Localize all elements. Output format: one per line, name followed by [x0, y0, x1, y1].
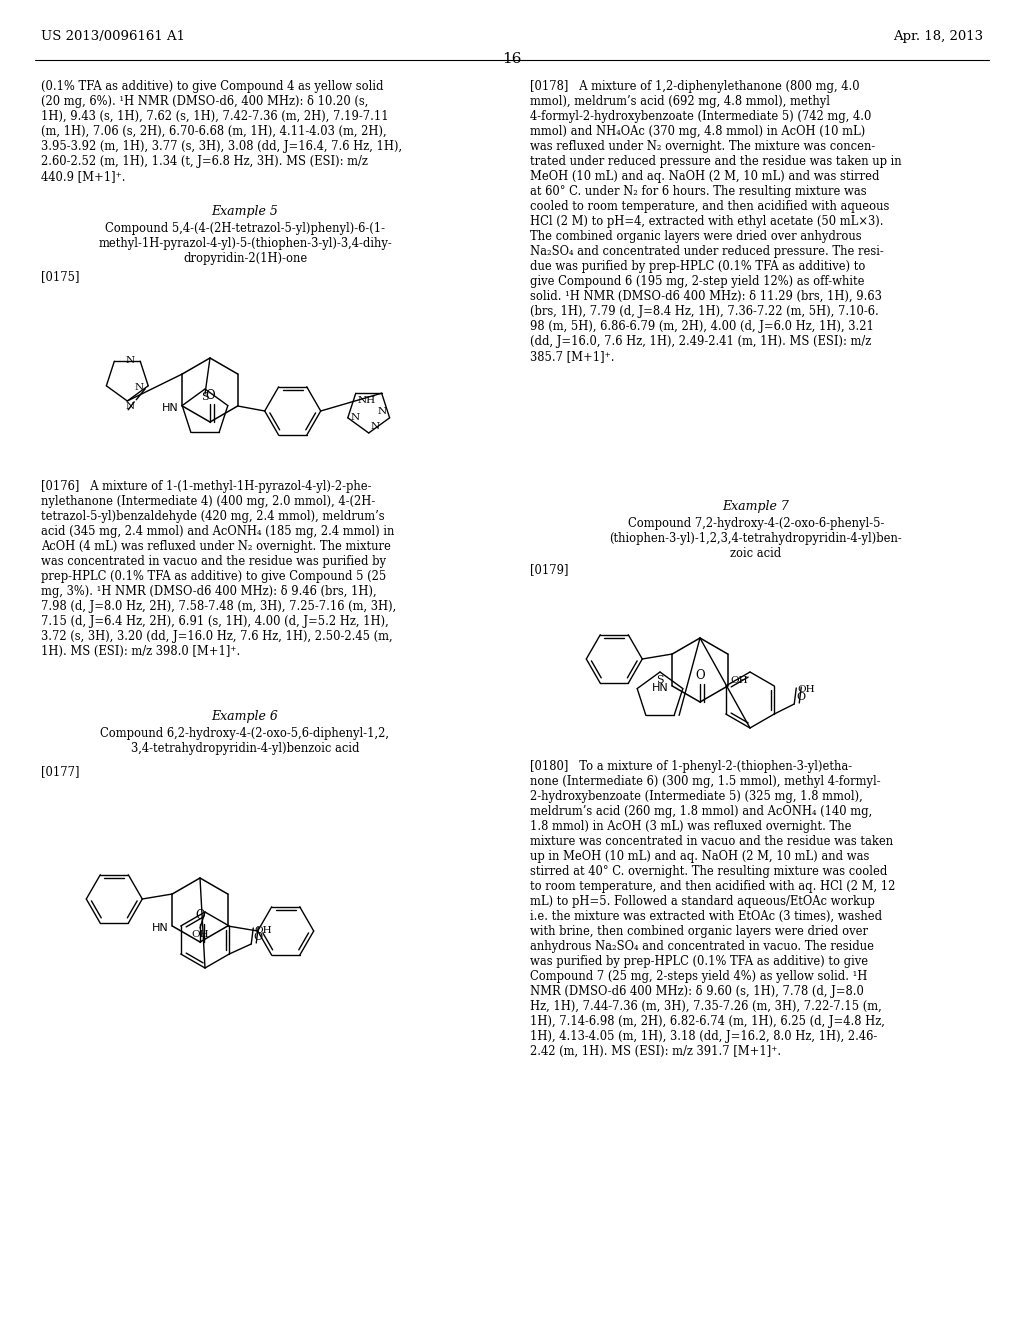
Text: [0180]   To a mixture of 1-phenyl-2-(thiophen-3-yl)etha-
none (Intermediate 6) (: [0180] To a mixture of 1-phenyl-2-(thiop…	[530, 760, 895, 1059]
Text: N: N	[125, 401, 134, 411]
Text: Example 7: Example 7	[723, 500, 790, 513]
Text: Apr. 18, 2013: Apr. 18, 2013	[893, 30, 983, 44]
Text: (0.1% TFA as additive) to give Compound 4 as yellow solid
(20 mg, 6%). ¹H NMR (D: (0.1% TFA as additive) to give Compound …	[41, 81, 402, 183]
Text: [0175]: [0175]	[41, 271, 80, 282]
Text: HN: HN	[162, 403, 178, 413]
Text: OH: OH	[191, 931, 209, 939]
Text: 16: 16	[502, 51, 522, 66]
Text: Compound 7,2-hydroxy-4-(2-oxo-6-phenyl-5-
(thiophen-3-yl)-1,2,3,4-tetrahydropyri: Compound 7,2-hydroxy-4-(2-oxo-6-phenyl-5…	[609, 517, 902, 560]
Text: HN: HN	[152, 923, 168, 933]
Text: [0176]   A mixture of 1-(1-methyl-1H-pyrazol-4-yl)-2-phe-
nylethanone (Intermedi: [0176] A mixture of 1-(1-methyl-1H-pyraz…	[41, 480, 396, 657]
Text: NH: NH	[357, 396, 376, 405]
Text: Compound 5,4-(4-(2H-tetrazol-5-yl)phenyl)-6-(1-
methyl-1H-pyrazol-4-yl)-5-(thiop: Compound 5,4-(4-(2H-tetrazol-5-yl)phenyl…	[98, 222, 392, 265]
Text: N: N	[125, 355, 134, 364]
Text: OH: OH	[254, 927, 272, 935]
Text: HN: HN	[651, 682, 669, 693]
Text: Example 6: Example 6	[212, 710, 279, 723]
Text: N: N	[134, 383, 143, 392]
Text: N: N	[371, 422, 380, 432]
Text: O: O	[695, 669, 705, 682]
Text: O: O	[196, 909, 205, 921]
Text: OH: OH	[798, 685, 815, 694]
Text: S: S	[656, 675, 664, 685]
Text: N: N	[378, 407, 387, 416]
Text: [0179]: [0179]	[530, 564, 568, 576]
Text: [0178]   A mixture of 1,2-diphenylethanone (800 mg, 4.0
mmol), meldrum’s acid (6: [0178] A mixture of 1,2-diphenylethanone…	[530, 81, 901, 363]
Text: OH: OH	[730, 676, 748, 685]
Text: O: O	[205, 389, 215, 403]
Text: US 2013/0096161 A1: US 2013/0096161 A1	[41, 30, 185, 44]
Text: O: O	[253, 932, 262, 942]
Text: Compound 6,2-hydroxy-4-(2-oxo-5,6-diphenyl-1,2,
3,4-tetrahydropyridin-4-yl)benzo: Compound 6,2-hydroxy-4-(2-oxo-5,6-diphen…	[100, 727, 389, 755]
Text: S: S	[201, 392, 209, 403]
Text: [0177]: [0177]	[41, 766, 80, 777]
Text: O: O	[797, 692, 805, 702]
Text: Example 5: Example 5	[212, 205, 279, 218]
Text: N: N	[351, 413, 359, 422]
